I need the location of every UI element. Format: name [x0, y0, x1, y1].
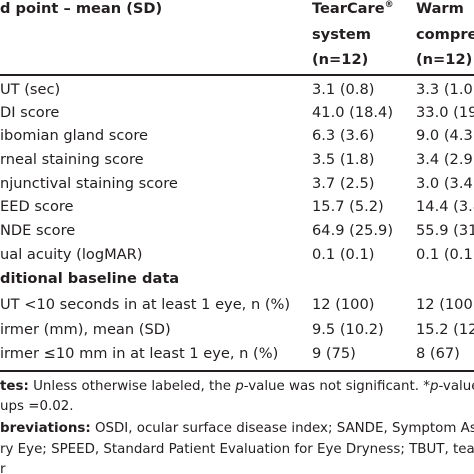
row-value-warm: 12 (100)	[416, 296, 474, 313]
notes-line-2: ups =0.02.	[0, 399, 74, 414]
row-value-warm: 33.0 (19	[416, 104, 474, 121]
header-tearcare-line2: system	[312, 26, 371, 43]
row-label: ibomian gland score	[0, 127, 148, 144]
row-value-tearcare: 0.1 (0.1)	[312, 246, 375, 263]
row-value-tearcare: 15.7 (5.2)	[312, 198, 384, 215]
notes-p-italic: p	[235, 379, 244, 394]
registered-mark: ®	[384, 0, 394, 10]
row-label: irmer (mm), mean (SD)	[0, 321, 171, 338]
row-value-tearcare: 64.9 (25.9)	[312, 222, 394, 239]
notes-line-1: tes: Unless otherwise labeled, the p-val…	[0, 379, 474, 395]
section-title: ditional baseline data	[0, 270, 180, 287]
row-value-warm: 14.4 (3.8	[416, 198, 474, 215]
row-value-tearcare: 3.7 (2.5)	[312, 175, 375, 192]
notes-text-b: -value was not significant. *	[243, 379, 430, 394]
row-value-warm: 9.0 (4.3)	[416, 127, 474, 144]
row-value-tearcare: 3.1 (0.8)	[312, 81, 375, 98]
notes-line-3: breviations: OSDI, ocular surface diseas…	[0, 421, 474, 437]
row-value-tearcare: 12 (100)	[312, 296, 375, 313]
header-tearcare-n: (n=12)	[312, 51, 369, 68]
abbreviations-text: OSDI, ocular surface disease index; SAND…	[94, 421, 474, 436]
row-label: DI score	[0, 104, 60, 121]
row-value-warm: 3.0 (3.4)	[416, 175, 474, 192]
header-tearcare: TearCare®	[312, 0, 394, 17]
row-label: njunctival staining score	[0, 175, 178, 192]
footer-rule	[0, 370, 474, 372]
row-value-warm: 55.9 (31	[416, 222, 474, 239]
header-tearcare-name: TearCare	[312, 0, 385, 17]
row-label: UT (sec)	[0, 81, 61, 98]
row-value-tearcare: 9.5 (10.2)	[312, 321, 384, 338]
row-value-warm: 0.1 (0.1)	[416, 246, 474, 263]
row-value-tearcare: 6.3 (3.6)	[312, 127, 375, 144]
row-label: EED score	[0, 198, 74, 215]
header-warm-n: (n=12)	[416, 51, 473, 68]
row-value-warm: 3.3 (1.0)	[416, 81, 474, 98]
row-label: ual acuity (logMAR)	[0, 246, 143, 263]
row-value-warm: 15.2 (12	[416, 321, 474, 338]
abbreviations-label: breviations:	[0, 421, 91, 436]
row-value-warm: 3.4 (2.9)	[416, 151, 474, 168]
row-value-tearcare: 9 (75)	[312, 345, 356, 362]
row-label: NDE score	[0, 222, 76, 239]
header-endpoint-label: d point – mean (SD)	[0, 0, 163, 17]
row-label: rneal staining score	[0, 151, 144, 168]
notes-label: tes:	[0, 379, 29, 394]
header-rule	[0, 74, 474, 76]
row-value-tearcare: 41.0 (18.4)	[312, 104, 394, 121]
row-label: UT <10 seconds in at least 1 eye, n (%)	[0, 296, 291, 313]
notes-line-5: r	[0, 462, 6, 474]
header-warm: Warm	[416, 0, 464, 17]
header-warm-line2: compre	[416, 26, 474, 43]
row-label: irmer ≤10 mm in at least 1 eye, n (%)	[0, 345, 279, 362]
notes-line-4: ry Eye; SPEED, Standard Patient Evaluati…	[0, 442, 474, 457]
row-value-tearcare: 3.5 (1.8)	[312, 151, 375, 168]
notes-p-italic: p	[429, 379, 439, 394]
notes-text-a: Unless otherwise labeled, the	[28, 379, 236, 394]
notes-text-c: -value betw	[438, 379, 474, 394]
row-value-warm: 8 (67)	[416, 345, 460, 362]
